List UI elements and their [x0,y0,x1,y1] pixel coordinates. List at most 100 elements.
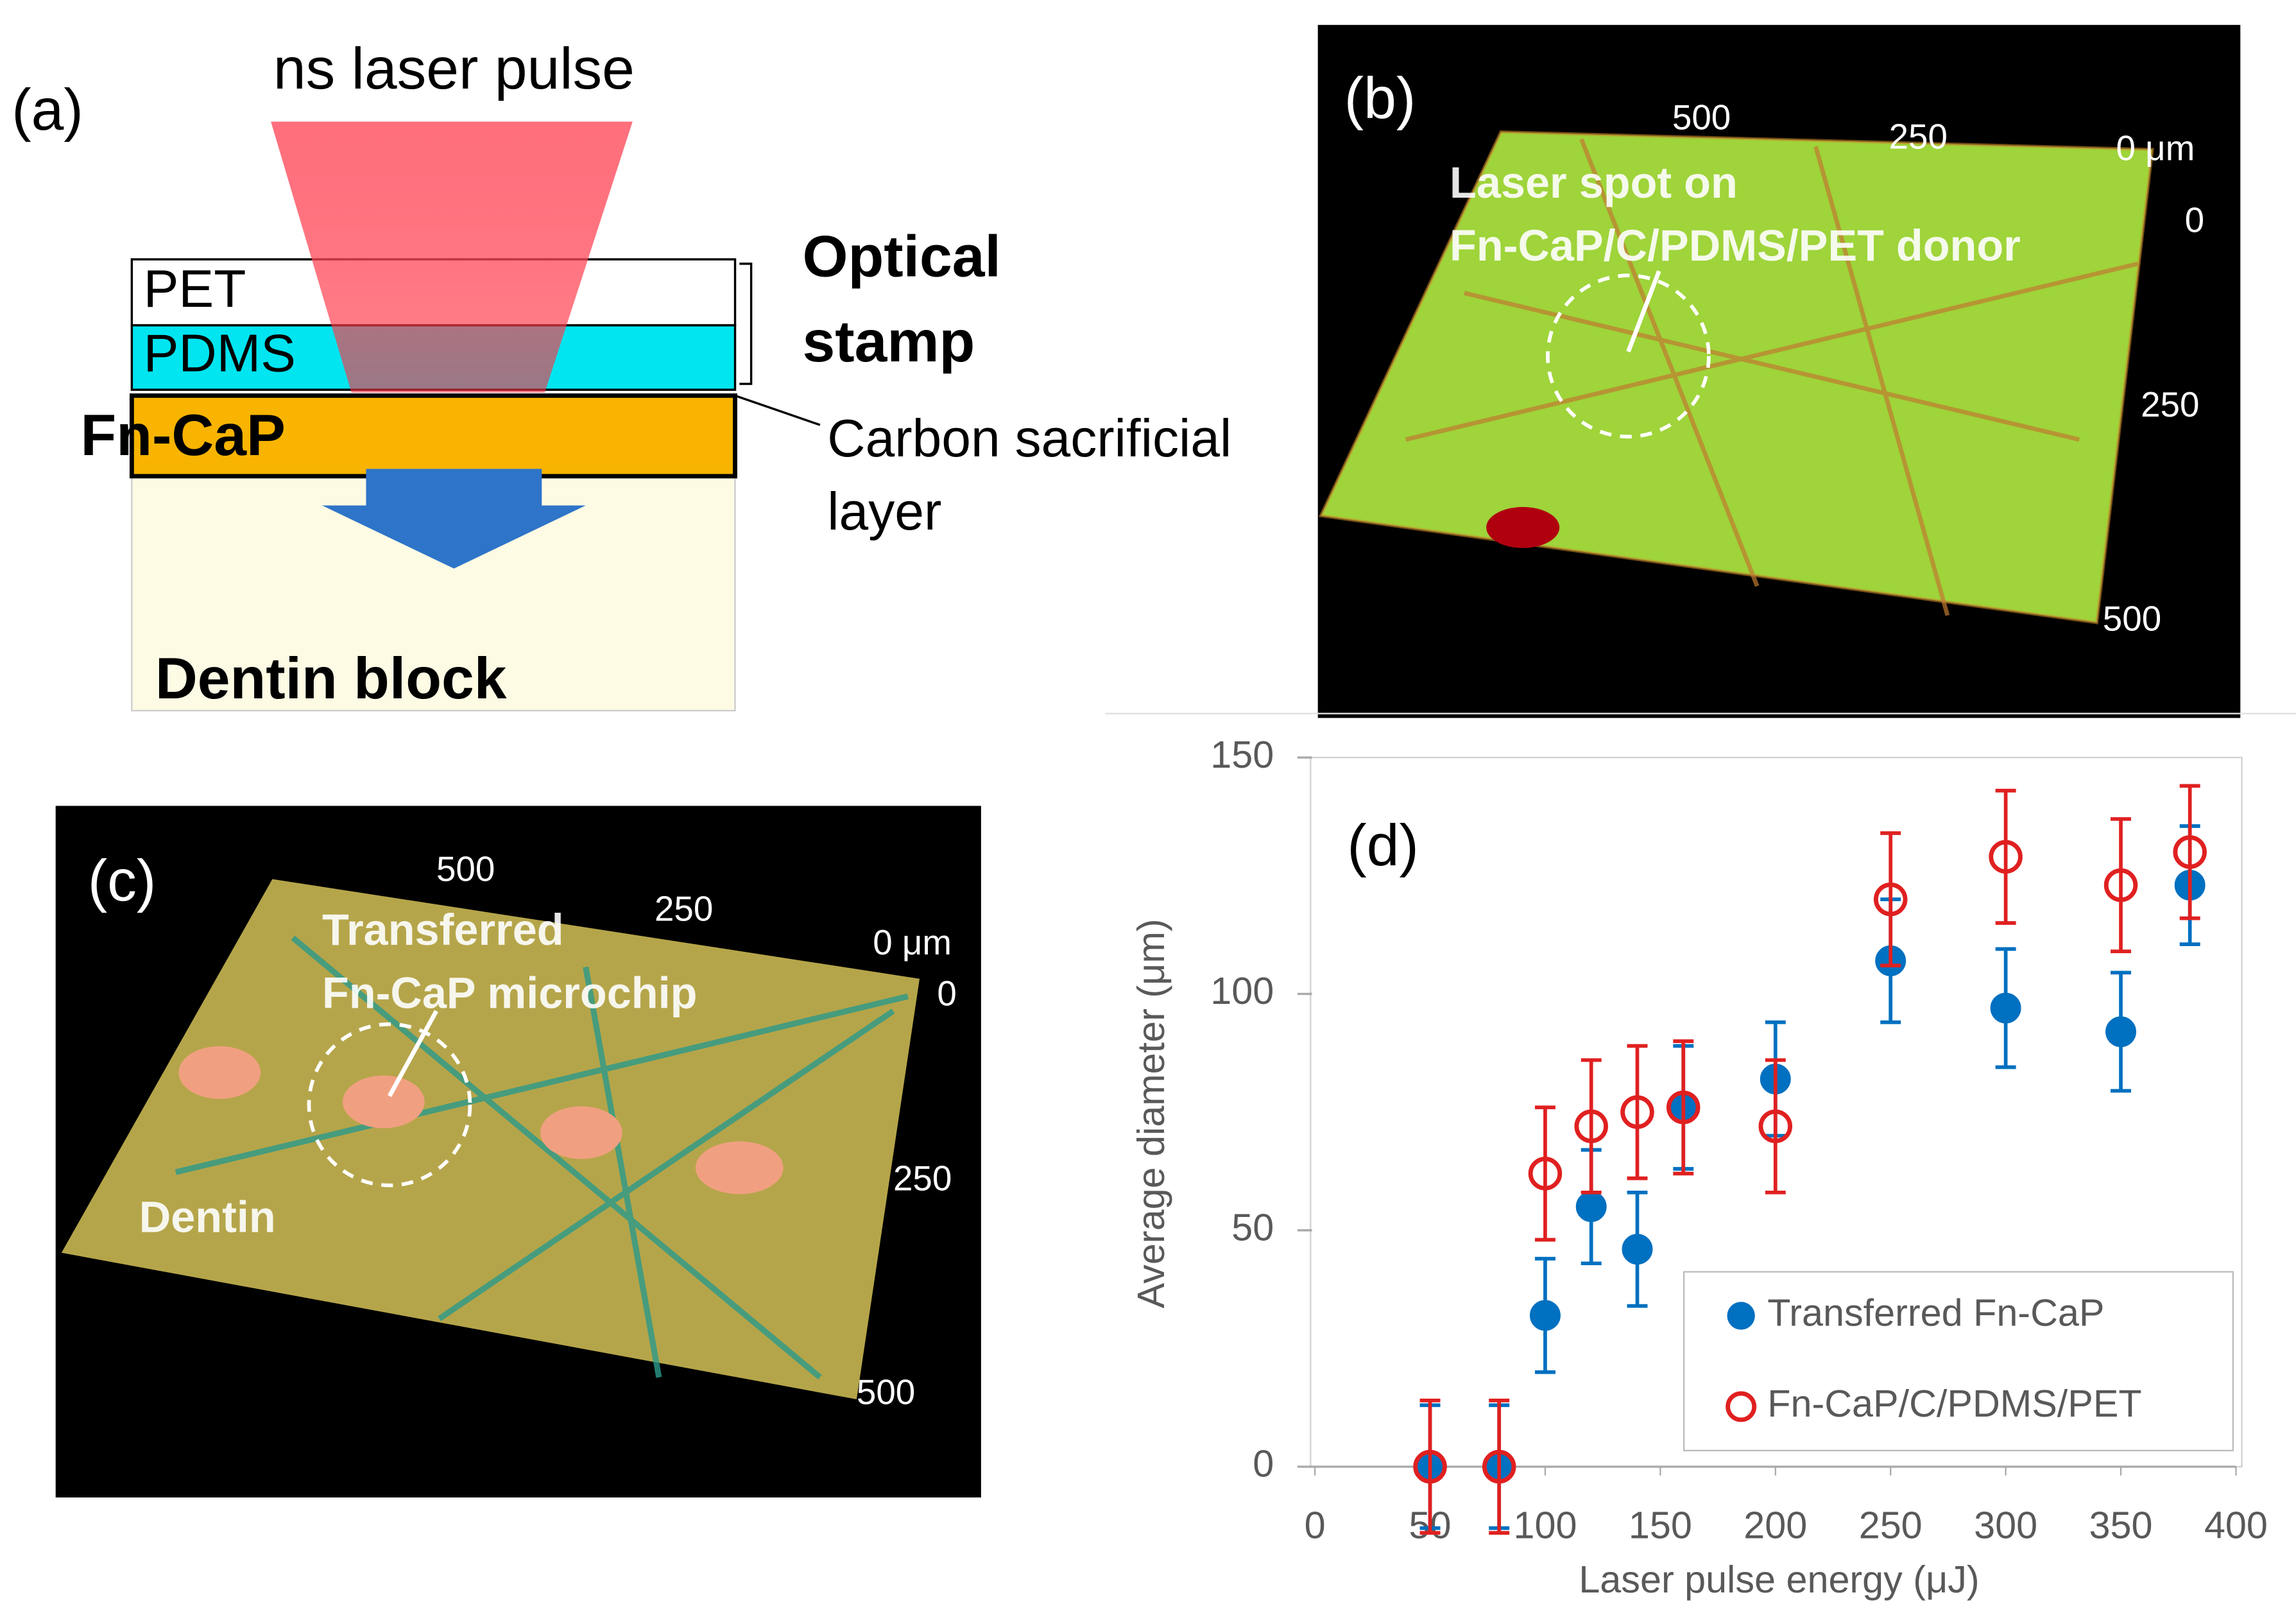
data-point [1574,1109,1608,1143]
data-point [1413,1449,1447,1484]
microchip [178,1046,261,1100]
surface-image [61,879,920,1400]
laser-beam [271,121,633,393]
data-point [1873,882,1908,917]
data-point [1575,1191,1607,1222]
annotation: Fn-CaP/C/PDMS/PET donor [1450,221,2021,270]
data-point [1622,1234,1653,1265]
legend-marker [1726,1391,1757,1422]
surface-edge [1318,130,2154,625]
x-tick-label: 300 [1974,1504,2037,1547]
arrow [366,469,542,506]
data-point [1758,1109,1793,1143]
surface-feature [1486,506,1560,548]
y-tick-label: 100 [1210,969,1274,1012]
legend-label: Transferred Fn-CaP [1767,1291,2104,1334]
error-bar [1880,831,1901,968]
annotation: Laser spot on [1450,158,1738,207]
axis-label: 250 [2141,384,2199,424]
highlight-circle [1546,273,1711,439]
axis-label: 0 μm [873,922,952,962]
data-point [2173,835,2207,869]
annotation: Dentin [139,1193,276,1242]
bracket [734,263,821,426]
panel-label: (d) [1347,813,1419,878]
pointer [1626,270,1661,353]
axis-label: 500 [2103,598,2161,638]
error-bar [1673,1039,1694,1176]
axis-label: 500 [857,1372,915,1412]
data-point [2105,1016,2136,1048]
error-bar [1581,1058,1602,1195]
error-bar [1995,788,2016,925]
label: Carbon sacrificial [827,410,1231,468]
panel-a: (a) ns laser pulse PET PDMS Fn-CaP Optic… [12,36,1231,712]
label: stamp [802,309,975,374]
y-axis-label: Average diameter (μm) [1129,919,1172,1308]
arrow [322,505,586,569]
fncap-layer [129,393,737,479]
label: Optical [802,223,1000,289]
panel-b: (b) 500 250 0 μm 0 250 500 Laser spot on… [1317,24,2241,718]
legend-marker [1727,1302,1755,1330]
axis-label: 500 [1672,98,1731,137]
axis-label: 0 [937,974,956,1014]
x-tick-label: 250 [1859,1504,1923,1547]
panel-c: (c) 500 250 0 μm 0 250 500 Transferred F… [55,806,981,1497]
axis-label: 250 [1889,116,1948,156]
data-point [1990,992,2021,1024]
panel-label: (a) [12,77,83,142]
data-point [1989,840,2023,874]
panel-label: (c) [88,848,156,913]
error-bar [1534,1105,1555,1242]
error-bar [1419,1399,1441,1535]
y-tick-label: 50 [1231,1205,1274,1248]
label: layer [827,483,941,541]
microchip [342,1075,425,1128]
y-tick-label: 0 [1253,1442,1274,1485]
surface-image [1321,132,2153,623]
microchip [540,1106,622,1159]
annotation: Fn-CaP microchip [322,968,697,1017]
x-tick-label: 150 [1629,1504,1692,1547]
annotation: Transferred [322,905,564,954]
y-tick-label: 150 [1210,733,1274,776]
error-bar [1765,1058,1786,1195]
x-tick-label: 200 [1743,1504,1807,1547]
panel-d: (d) Laser pulse energy (μJ) Average diam… [1105,712,2296,1601]
data-point [1620,1095,1654,1129]
highlight-circle [307,1022,472,1187]
data-point [1530,1300,1561,1331]
x-tick-label: 400 [2204,1504,2268,1547]
axis-label: 500 [436,849,495,889]
x-tick-label: 0 [1305,1504,1326,1547]
microchip [695,1141,784,1195]
data-point [1482,1449,1516,1484]
legend-label: Fn-CaP/C/PDMS/PET [1767,1382,2141,1425]
axis-label: 0 μm [2116,128,2195,168]
data-point [1666,1090,1701,1125]
label: PDMS [144,325,296,383]
surface-texture [1405,138,2139,616]
panel-label: (b) [1344,65,1416,131]
axis-label: 250 [655,888,713,928]
x-tick-label: 350 [2089,1504,2153,1547]
data-point [1528,1157,1563,1191]
axis-label: 250 [893,1158,952,1198]
error-bar [2111,817,2132,954]
axis-label: 0 [2185,200,2204,239]
label: Fn-CaP [81,402,286,468]
pointer [387,1010,438,1098]
legend [1683,1271,2234,1452]
x-tick-label: 100 [1513,1504,1577,1547]
error-bar [1627,1044,1648,1180]
data-point [2103,868,2138,902]
label: PET [144,260,246,318]
label: ns laser pulse [273,36,635,101]
error-bar [1489,1399,1510,1535]
surface-texture [175,935,909,1380]
error-bar [2179,784,2200,920]
label: Dentin block [155,646,507,711]
